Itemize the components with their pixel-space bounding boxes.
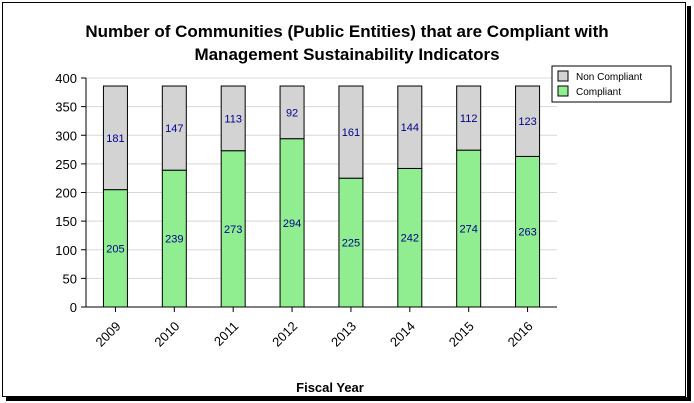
x-tick-label: 2010 bbox=[151, 319, 182, 350]
data-label: 181 bbox=[106, 133, 124, 145]
data-label: 92 bbox=[286, 107, 298, 119]
bar-non-compliant bbox=[456, 85, 482, 151]
bar-compliant bbox=[220, 150, 246, 308]
legend-swatch-non-compliant bbox=[557, 70, 569, 82]
data-label: 242 bbox=[401, 233, 419, 245]
bar-non-compliant bbox=[161, 85, 187, 171]
x-tick-label: 2016 bbox=[505, 319, 536, 350]
data-label: 205 bbox=[106, 243, 124, 255]
bar-non-compliant bbox=[102, 85, 128, 191]
y-tick-label: 250 bbox=[55, 157, 77, 172]
legend-swatch-compliant bbox=[557, 85, 569, 97]
bar-compliant bbox=[161, 169, 187, 308]
data-label: 112 bbox=[460, 113, 478, 125]
data-label: 147 bbox=[165, 123, 183, 135]
bar-non-compliant bbox=[279, 85, 305, 140]
data-label: 161 bbox=[342, 127, 360, 139]
bar-compliant bbox=[397, 167, 423, 308]
data-label: 294 bbox=[283, 218, 301, 230]
y-tick-label: 300 bbox=[55, 128, 77, 143]
y-tick-label: 150 bbox=[55, 214, 77, 229]
y-tick-label: 0 bbox=[70, 300, 77, 315]
chart-title-line-2: Management Sustainability Indicators bbox=[194, 45, 500, 64]
y-tick-label: 50 bbox=[63, 271, 77, 286]
bar-compliant bbox=[279, 138, 305, 308]
data-label: 113 bbox=[224, 113, 242, 125]
bar-non-compliant bbox=[220, 85, 246, 152]
data-label: 225 bbox=[342, 238, 360, 250]
data-label: 144 bbox=[401, 122, 419, 134]
x-tick-label: 2015 bbox=[446, 319, 477, 350]
legend-box bbox=[551, 65, 672, 103]
data-label: 263 bbox=[518, 227, 536, 239]
data-label: 239 bbox=[165, 234, 183, 246]
data-label: 274 bbox=[460, 224, 478, 236]
bar-non-compliant bbox=[338, 85, 364, 179]
y-tick-label: 200 bbox=[55, 186, 77, 201]
x-tick-label: 2012 bbox=[269, 319, 300, 350]
x-tick-label: 2014 bbox=[387, 319, 418, 350]
x-tick-label: 2009 bbox=[93, 319, 124, 350]
x-tick-label: 2011 bbox=[211, 319, 241, 349]
bar-non-compliant bbox=[515, 85, 541, 157]
x-tick-label: 2013 bbox=[328, 319, 359, 350]
x-axis-title: Fiscal Year bbox=[296, 380, 364, 395]
frame-shadow-right bbox=[687, 6, 691, 400]
y-tick-label: 400 bbox=[55, 71, 77, 86]
bar-non-compliant bbox=[397, 85, 423, 169]
bar-compliant bbox=[102, 189, 128, 308]
y-tick-label: 350 bbox=[55, 100, 77, 115]
bar-compliant bbox=[456, 149, 482, 308]
legend-label: Non Compliant bbox=[576, 72, 642, 83]
legend-label: Compliant bbox=[576, 87, 621, 98]
frame-shadow-bottom bbox=[6, 397, 691, 401]
chart-title-line-1: Number of Communities (Public Entities) … bbox=[85, 22, 609, 41]
data-label: 273 bbox=[224, 224, 242, 236]
bar-compliant bbox=[515, 155, 541, 308]
y-tick-label: 100 bbox=[55, 243, 77, 258]
data-label: 123 bbox=[518, 116, 536, 128]
